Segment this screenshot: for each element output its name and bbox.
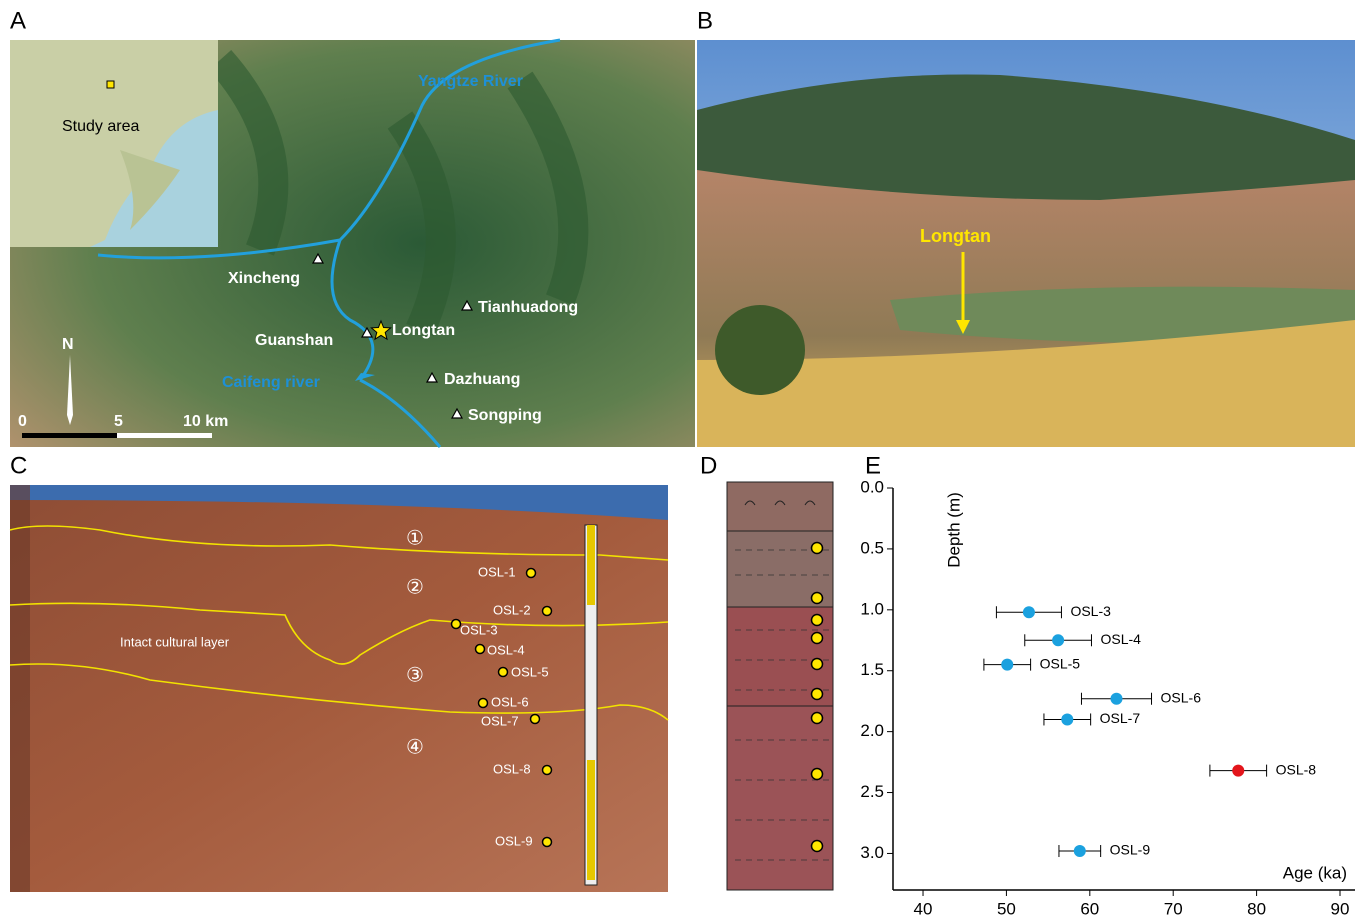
sample-label: OSL-3 [460, 622, 498, 637]
point-label: OSL-5 [1040, 655, 1081, 671]
x-tick-label: 90 [1331, 899, 1350, 918]
column-dot [812, 689, 823, 700]
inset-label: Study area [62, 118, 139, 135]
sample-label: OSL-4 [487, 642, 525, 657]
sample-dot [499, 668, 508, 677]
point [1001, 659, 1013, 671]
panel-label: A [10, 7, 26, 34]
column-layer-label: ④ [696, 778, 714, 800]
column-layer-label: ② [696, 558, 714, 580]
point-label: OSL-4 [1100, 631, 1141, 647]
sample-label: OSL-7 [481, 713, 519, 728]
sample-dot [543, 766, 552, 775]
river-label: Caifeng river [222, 374, 320, 391]
column-dot [812, 543, 823, 554]
sample-dot [479, 699, 488, 708]
sample-label: OSL-8 [493, 761, 531, 776]
site-label: Songping [468, 407, 542, 424]
point-label: OSL-3 [1070, 603, 1111, 619]
layer-note: Intact cultural layer [120, 634, 230, 649]
site-label: Longtan [392, 322, 455, 339]
landscape-photo [697, 40, 1355, 447]
scale-label: 5 [114, 413, 123, 430]
column-dot [812, 593, 823, 604]
column-dot [812, 769, 823, 780]
x-axis-label: Age (ka) [1283, 863, 1347, 882]
column-dot [812, 713, 823, 724]
section-photo [10, 485, 668, 892]
sample-dot [527, 569, 536, 578]
point-label: OSL-9 [1110, 842, 1151, 858]
sample-label: OSL-5 [511, 664, 549, 679]
point [1110, 693, 1122, 705]
sample-dot [543, 838, 552, 847]
sample-dot [476, 645, 485, 654]
sample-dot [543, 607, 552, 616]
sample-dot [531, 715, 540, 724]
x-tick-label: 60 [1080, 899, 1099, 918]
y-tick-label: 0.0 [860, 477, 884, 496]
point [1023, 606, 1035, 618]
layer-label: ④ [406, 736, 424, 758]
column-dot [812, 841, 823, 852]
sample-label: OSL-2 [493, 602, 531, 617]
layer-label: ③ [406, 664, 424, 686]
layer-label: ① [406, 527, 424, 549]
x-tick-label: 80 [1247, 899, 1266, 918]
layer-label: ② [406, 576, 424, 598]
site-label: Tianhuadong [478, 299, 578, 316]
site-label: Dazhuang [444, 371, 520, 388]
scale-label: 10 km [183, 413, 228, 430]
y-tick-label: 1.0 [860, 599, 884, 618]
y-tick-label: 0.5 [860, 538, 884, 557]
column-layer-label: ① [696, 499, 714, 521]
photo-label: Longtan [920, 226, 991, 246]
column-dot [812, 659, 823, 670]
column-layer-label: ③ [696, 645, 714, 667]
panel-label: C [10, 452, 27, 479]
x-tick-label: 70 [1164, 899, 1183, 918]
strat-column [727, 482, 833, 890]
y-tick-label: 2.5 [860, 782, 884, 801]
point [1232, 765, 1244, 777]
site-label: Xincheng [228, 270, 300, 287]
north-label: N [62, 336, 74, 353]
sample-label: OSL-1 [478, 564, 516, 579]
panel-label: B [697, 7, 713, 34]
point-label: OSL-8 [1276, 761, 1317, 777]
point [1074, 845, 1086, 857]
point-label: OSL-6 [1161, 689, 1202, 705]
panel-label: E [865, 452, 881, 479]
point-label: OSL-7 [1100, 710, 1141, 726]
y-tick-label: 3.0 [860, 843, 884, 862]
x-tick-label: 50 [997, 899, 1016, 918]
y-axis-label: Depth (m) [944, 492, 963, 568]
scale-label: 0 [18, 413, 27, 430]
river-label: Yangtze River [418, 73, 523, 90]
x-tick-label: 40 [914, 899, 933, 918]
y-tick-label: 1.5 [860, 660, 884, 679]
map-panel [10, 40, 695, 447]
point [1052, 634, 1064, 646]
y-tick-label: 2.0 [860, 721, 884, 740]
point [1061, 713, 1073, 725]
site-label: Guanshan [255, 332, 333, 349]
sample-label: OSL-9 [495, 833, 533, 848]
sample-label: OSL-6 [491, 694, 529, 709]
column-dot [812, 633, 823, 644]
column-dot [812, 615, 823, 626]
figure: A B C D E Study area Yangtze River Caifeng rive… [0, 0, 1359, 922]
panel-label: D [700, 452, 717, 479]
